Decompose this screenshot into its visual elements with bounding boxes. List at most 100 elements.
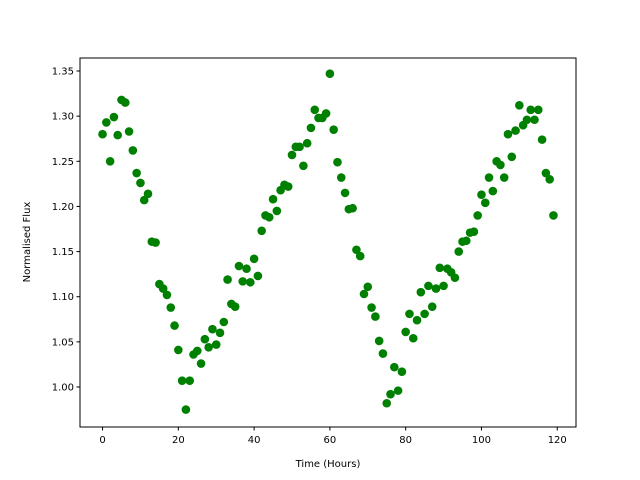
data-point [242, 264, 251, 274]
data-point [450, 273, 460, 283]
data-point [132, 168, 141, 178]
y-tick-label: 1.05 [52, 337, 74, 348]
data-point [310, 105, 320, 115]
data-point [177, 376, 187, 385]
data-point [408, 333, 418, 343]
data-point [420, 309, 429, 319]
data-point [367, 303, 376, 312]
data-point [393, 386, 403, 395]
x-tick-label: 60 [324, 435, 337, 446]
y-tick-label: 1.35 [52, 67, 74, 78]
data-point [371, 312, 380, 321]
data-point [98, 129, 107, 139]
data-point [128, 146, 138, 155]
data-point [477, 190, 486, 199]
data-point [454, 247, 464, 256]
data-point [348, 203, 357, 213]
data-point [405, 309, 414, 319]
data-point [143, 189, 153, 199]
data-point [264, 212, 274, 222]
x-axis-label: Time (Hours) [295, 459, 361, 470]
data-point [109, 112, 119, 122]
y-axis-label: Normalised Flux [22, 202, 33, 283]
data-point [386, 389, 395, 399]
data-point [181, 405, 191, 414]
y-tick-label: 1.00 [52, 383, 74, 394]
data-point [439, 281, 448, 291]
data-point [200, 334, 210, 344]
y-tick-label: 1.25 [52, 157, 74, 168]
x-tick-label: 120 [548, 435, 567, 446]
data-point [533, 105, 543, 115]
data-point [382, 398, 392, 408]
data-point [431, 284, 441, 293]
data-point [469, 227, 479, 237]
y-tick-label: 1.30 [52, 112, 74, 123]
data-point [363, 282, 373, 292]
data-point [496, 160, 505, 170]
data-point [302, 138, 312, 148]
data-point [541, 168, 551, 178]
data-point [208, 324, 217, 334]
data-point [249, 254, 259, 264]
data-point [336, 173, 346, 182]
data-point [507, 152, 517, 162]
data-point [390, 362, 399, 372]
data-point [215, 328, 225, 338]
data-point [295, 142, 304, 152]
data-point [196, 359, 206, 368]
data-point [359, 289, 369, 299]
data-point [120, 98, 130, 107]
data-point [325, 69, 335, 79]
data-point [352, 245, 361, 255]
data-point [416, 287, 426, 297]
data-point [166, 303, 176, 312]
data-point [435, 263, 445, 273]
data-point [340, 188, 350, 198]
data-point [333, 157, 342, 167]
data-point [170, 321, 179, 330]
data-point [522, 115, 532, 125]
data-point [139, 195, 149, 205]
data-point [192, 346, 202, 356]
data-point [230, 302, 240, 311]
axes-frame [79, 57, 577, 428]
data-point [427, 302, 437, 311]
x-tick-label: 80 [399, 435, 412, 446]
data-point [401, 327, 410, 337]
data-point [219, 317, 229, 327]
data-point [480, 198, 490, 208]
data-point [124, 127, 134, 136]
data-point [511, 126, 520, 135]
data-point [268, 194, 278, 204]
data-point [515, 101, 524, 110]
data-point [374, 336, 384, 346]
data-point [238, 277, 248, 286]
data-point [484, 173, 494, 182]
x-tick-label: 100 [472, 435, 491, 446]
data-point [102, 118, 111, 127]
data-point [136, 178, 145, 188]
y-tick-label: 1.15 [52, 247, 74, 258]
data-point [378, 349, 388, 358]
data-point [503, 129, 513, 139]
data-point [272, 206, 282, 216]
data-point [113, 130, 123, 140]
data-point [151, 238, 160, 247]
data-point [306, 123, 316, 133]
data-point [174, 345, 183, 355]
data-point [223, 275, 232, 284]
data-point [462, 236, 471, 246]
data-point [287, 150, 297, 160]
data-point [329, 125, 338, 134]
data-point [204, 342, 213, 352]
x-tick-label: 0 [99, 435, 105, 446]
data-point [473, 211, 482, 220]
data-point [246, 277, 255, 287]
data-point [283, 182, 293, 191]
data-point [412, 315, 422, 325]
data-point [530, 115, 539, 125]
data-point [162, 290, 172, 300]
data-point [257, 226, 266, 236]
data-point [105, 156, 115, 166]
